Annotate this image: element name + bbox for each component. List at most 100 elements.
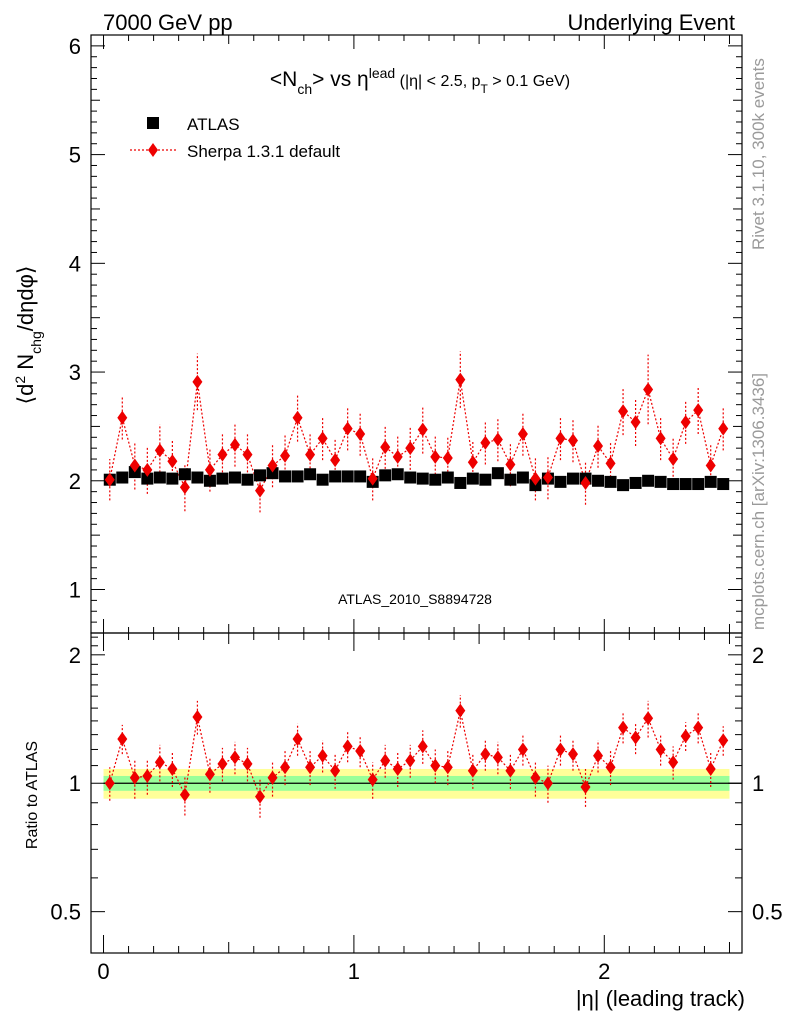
sherpa-point xyxy=(442,450,453,465)
main-ytick-label: 3 xyxy=(69,360,81,385)
atlas-point xyxy=(704,475,717,488)
ratio-point xyxy=(154,755,165,770)
ratio-point xyxy=(217,756,228,771)
atlas-point xyxy=(692,478,705,491)
main-ytick-label: 2 xyxy=(69,469,81,494)
atlas-point xyxy=(254,469,267,482)
ratio-point xyxy=(280,760,291,775)
sherpa-point xyxy=(204,462,215,477)
ratio-point xyxy=(668,755,679,770)
sherpa-point xyxy=(217,447,228,462)
xtick-label: 0 xyxy=(97,959,109,984)
analysis-watermark: ATLAS_2010_S8894728 xyxy=(338,591,492,607)
legend-sherpa-marker xyxy=(148,143,158,157)
sherpa-point xyxy=(367,471,378,486)
ratio-point xyxy=(142,768,153,783)
ratio-point xyxy=(480,747,491,762)
ratio-point xyxy=(718,733,729,748)
ratio-point xyxy=(492,750,503,765)
sherpa-point xyxy=(255,483,266,498)
ratio-point xyxy=(417,739,428,754)
sherpa-point xyxy=(242,447,253,462)
atlas-point xyxy=(116,471,129,484)
atlas-point xyxy=(491,467,504,480)
ratio-point xyxy=(655,742,666,757)
atlas-point xyxy=(429,473,442,486)
header-left: 7000 GeV pp xyxy=(103,10,233,35)
ratio-point xyxy=(630,730,641,745)
ratio-point xyxy=(542,776,553,791)
atlas-point xyxy=(329,470,342,483)
ratio-point xyxy=(593,748,604,763)
ratio-point xyxy=(242,756,253,771)
atlas-point xyxy=(642,474,655,487)
sherpa-point xyxy=(530,471,541,486)
atlas-point xyxy=(166,472,179,485)
sherpa-point xyxy=(192,374,203,389)
sherpa-point xyxy=(355,427,366,442)
sherpa-point xyxy=(567,433,578,448)
ratio-point xyxy=(705,761,716,776)
sherpa-point xyxy=(680,415,691,430)
sherpa-point xyxy=(668,452,679,467)
sherpa-point xyxy=(643,382,654,397)
ratio-point xyxy=(693,720,704,735)
sherpa-point xyxy=(129,458,140,473)
ratio-point xyxy=(129,770,140,785)
atlas-point xyxy=(203,474,216,487)
ratio-ytick-label-right: 1 xyxy=(752,771,764,796)
atlas-point xyxy=(629,476,642,489)
ratio-frame xyxy=(90,632,743,954)
ratio-data-marks xyxy=(104,695,729,818)
atlas-point xyxy=(717,478,730,491)
ratio-point xyxy=(392,761,403,776)
ratio-point xyxy=(680,729,691,744)
ratio-point xyxy=(292,731,303,746)
atlas-point xyxy=(304,468,317,481)
atlas-point xyxy=(279,470,292,483)
atlas-point xyxy=(291,470,304,483)
atlas-point xyxy=(228,471,241,484)
sherpa-point xyxy=(229,437,240,452)
sherpa-point xyxy=(104,472,115,487)
ratio-point xyxy=(342,739,353,754)
ratio-ytick-label: 2 xyxy=(69,643,81,668)
sherpa-point xyxy=(417,422,428,437)
atlas-point xyxy=(667,478,680,491)
sherpa-point xyxy=(405,441,416,456)
main-data-marks xyxy=(103,351,730,513)
atlas-point xyxy=(354,470,367,483)
ratio-point xyxy=(204,767,215,782)
atlas-point xyxy=(466,472,479,485)
atlas-point xyxy=(316,473,329,486)
sherpa-point xyxy=(593,438,604,453)
main-ytick-label: 1 xyxy=(69,578,81,603)
sherpa-point xyxy=(542,470,553,485)
sherpa-point xyxy=(167,454,178,469)
sherpa-point xyxy=(455,372,466,387)
ratio-point xyxy=(267,770,278,785)
header-right: Underlying Event xyxy=(567,10,735,35)
ratio-point xyxy=(380,753,391,768)
atlas-point xyxy=(141,472,154,485)
sherpa-point xyxy=(267,458,278,473)
atlas-point xyxy=(404,471,417,484)
sherpa-point xyxy=(467,455,478,470)
ratio-point xyxy=(567,747,578,762)
sherpa-point xyxy=(117,410,128,425)
xtick-label: 2 xyxy=(598,959,610,984)
atlas-point xyxy=(441,471,454,484)
atlas-point xyxy=(604,475,617,488)
ratio-point xyxy=(442,760,453,775)
sherpa-point xyxy=(317,431,328,446)
ratio-point xyxy=(618,720,629,735)
ratio-point xyxy=(192,709,203,724)
ratio-point xyxy=(517,742,528,757)
ratio-bands xyxy=(103,768,742,799)
sherpa-point xyxy=(179,480,190,495)
sherpa-point xyxy=(517,427,528,442)
sherpa-point xyxy=(342,421,353,436)
ratio-point xyxy=(229,750,240,765)
atlas-point xyxy=(178,468,191,481)
